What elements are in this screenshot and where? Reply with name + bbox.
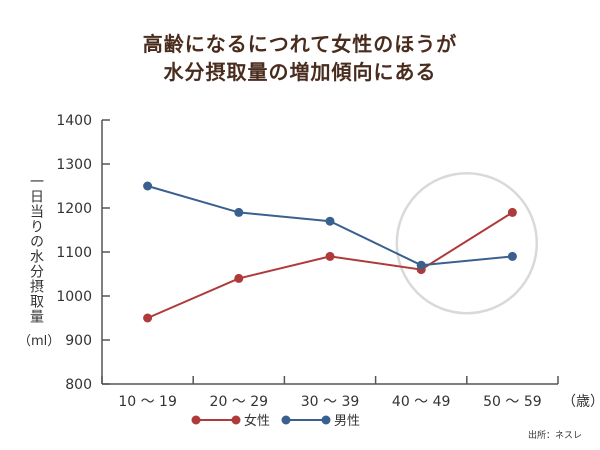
data-point <box>234 207 244 217</box>
y-tick-label: 900 <box>65 333 92 349</box>
legend-label: 女性 <box>244 413 270 429</box>
x-tick-label: 30 ～ 39 <box>301 394 360 410</box>
x-tick-label: 40 ～ 49 <box>392 394 451 410</box>
y-tick-label: 1300 <box>56 157 92 173</box>
legend-marker <box>231 415 241 425</box>
source-note: 出所：ネスレ <box>527 431 582 441</box>
legend-marker <box>191 415 201 425</box>
legend-marker <box>281 415 291 425</box>
x-tick-label: 20 ～ 29 <box>210 394 269 410</box>
x-axis-unit: （歳） <box>562 394 600 410</box>
legend-marker <box>321 415 331 425</box>
x-tick-label: 10 ～ 19 <box>118 394 177 410</box>
data-point <box>507 207 517 217</box>
y-axis-unit: （ml） <box>18 334 61 349</box>
data-point <box>507 251 517 261</box>
data-point <box>325 251 335 261</box>
chart-title-line-2: 水分摂取量の増加傾向にある <box>163 60 437 84</box>
y-axis-label: 一日当りの水分摂取量 <box>28 174 44 324</box>
data-point <box>416 260 426 270</box>
chart-title-line-1: 高齢になるにつれて女性のほうが <box>142 32 458 56</box>
series-line-0 <box>147 211 513 319</box>
y-tick-label: 1200 <box>56 201 92 217</box>
data-point <box>234 273 244 283</box>
y-tick-label: 800 <box>65 377 92 393</box>
highlight-circle <box>395 171 539 315</box>
data-point <box>143 181 153 191</box>
y-tick-label: 1100 <box>56 245 92 261</box>
data-point <box>143 313 153 323</box>
x-tick-label: 50 ～ 59 <box>483 394 542 410</box>
y-tick-label: 1400 <box>56 113 92 129</box>
data-point <box>325 216 335 226</box>
y-tick-label: 1000 <box>56 289 92 305</box>
legend-label: 男性 <box>334 414 360 429</box>
